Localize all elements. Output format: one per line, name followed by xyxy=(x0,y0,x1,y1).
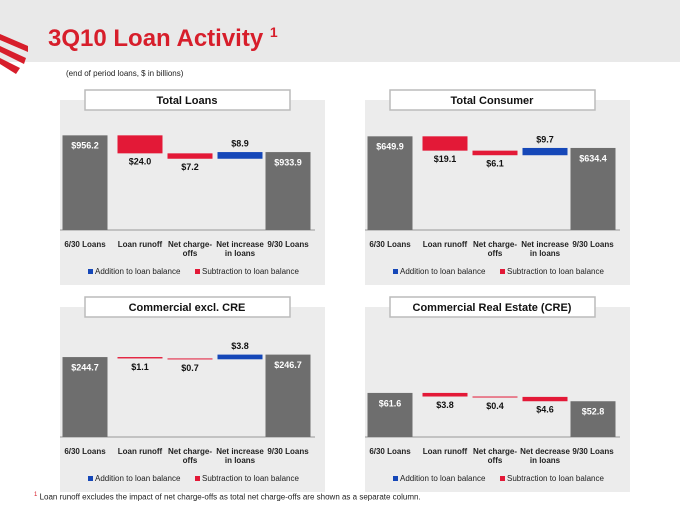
x-tick-label: 6/30 Loans xyxy=(64,447,106,456)
legend-label: Subtraction to loan balance xyxy=(202,474,300,483)
value-label: $3.8 xyxy=(436,400,454,410)
legend-swatch xyxy=(195,476,200,481)
value-label: $3.8 xyxy=(231,341,249,351)
total-bar xyxy=(265,152,311,230)
x-tick-label: Net charge-offs xyxy=(167,447,212,465)
addition-bar xyxy=(522,147,568,156)
x-tick-label: Net charge-offs xyxy=(472,447,517,465)
legend-swatch xyxy=(393,269,398,274)
subtraction-bar xyxy=(117,357,163,359)
legend-label: Addition to loan balance xyxy=(95,267,181,276)
x-tick-label: 9/30 Loans xyxy=(267,447,309,456)
x-tick-label: 6/30 Loans xyxy=(64,240,106,249)
panel-title: Total Consumer xyxy=(451,95,535,107)
panel-title-box xyxy=(84,296,291,318)
x-tick-label: 6/30 Loans xyxy=(369,447,411,456)
subtraction-bar xyxy=(522,396,568,402)
legend-swatch xyxy=(88,476,93,481)
logo-stripe xyxy=(0,34,28,52)
value-label: $9.7 xyxy=(536,134,554,144)
value-label: $24.0 xyxy=(129,157,152,167)
value-label: $52.8 xyxy=(582,407,605,417)
value-label: $6.1 xyxy=(486,159,504,169)
total-bar xyxy=(62,357,108,437)
panel-title-box xyxy=(389,296,596,318)
footnote-mark: 1 xyxy=(34,492,38,498)
panel-title: Commercial excl. CRE xyxy=(129,302,246,314)
subtraction-bar xyxy=(422,392,468,397)
legend-label: Subtraction to loan balance xyxy=(507,267,605,276)
total-bar xyxy=(265,354,311,437)
x-tick-label: 6/30 Loans xyxy=(369,240,411,249)
subtitle: (end of period loans, $ in billions) xyxy=(66,69,184,78)
value-label: $19.1 xyxy=(434,154,457,164)
legend-label: Addition to loan balance xyxy=(95,474,181,483)
value-label: $649.9 xyxy=(376,142,404,152)
subtraction-bar xyxy=(167,153,213,159)
legend-swatch xyxy=(500,476,505,481)
panel-title: Total Loans xyxy=(157,95,218,107)
value-label: $933.9 xyxy=(274,157,302,167)
x-tick-label: Net increase in loans xyxy=(521,240,569,258)
x-tick-label: Net decrease in loans xyxy=(520,447,570,465)
footnote-text: Loan runoff excludes the impact of net c… xyxy=(39,492,421,502)
footnote: 1 Loan runoff excludes the impact of net… xyxy=(34,492,421,502)
total-bar xyxy=(570,401,616,437)
legend-swatch xyxy=(195,269,200,274)
x-tick-label: Net charge-offs xyxy=(472,240,517,258)
value-label: $61.6 xyxy=(379,398,402,408)
total-bar xyxy=(570,147,616,230)
legend-swatch xyxy=(88,269,93,274)
total-bar xyxy=(367,136,413,230)
legend-label: Addition to loan balance xyxy=(400,267,486,276)
value-label: $1.1 xyxy=(131,362,149,372)
total-bar xyxy=(367,392,413,437)
addition-bar xyxy=(217,354,263,360)
panel-title: Commercial Real Estate (CRE) xyxy=(413,302,572,314)
value-label: $0.7 xyxy=(181,363,199,373)
legend-swatch xyxy=(393,476,398,481)
legend-swatch xyxy=(500,269,505,274)
x-tick-label: Net charge-offs xyxy=(167,240,212,258)
value-label: $246.7 xyxy=(274,360,302,370)
x-tick-label: 9/30 Loans xyxy=(572,240,614,249)
title-text: 3Q10 Loan Activity xyxy=(48,25,264,52)
logo-stripe xyxy=(0,46,26,64)
x-tick-label: 9/30 Loans xyxy=(267,240,309,249)
subtraction-bar xyxy=(472,396,518,398)
x-tick-label: Loan runoff xyxy=(422,447,468,456)
x-tick-label: 9/30 Loans xyxy=(572,447,614,456)
total-bar xyxy=(62,135,108,230)
x-tick-label: Net increase in loans xyxy=(216,447,264,465)
page-title: 3Q10 Loan Activity 1 xyxy=(48,24,278,53)
value-label: $956.2 xyxy=(71,141,99,151)
panel-title-box xyxy=(389,89,596,111)
x-tick-label: Net increase in loans xyxy=(216,240,264,258)
legend-label: Addition to loan balance xyxy=(400,474,486,483)
legend-label: Subtraction to loan balance xyxy=(202,267,300,276)
subtraction-bar xyxy=(167,358,213,360)
x-tick-label: Loan runoff xyxy=(117,447,163,456)
value-label: $244.7 xyxy=(71,362,99,372)
addition-bar xyxy=(217,152,263,159)
value-label: $7.2 xyxy=(181,162,199,172)
logo-stripe xyxy=(0,58,20,74)
x-tick-label: Loan runoff xyxy=(117,240,163,249)
value-label: $0.4 xyxy=(486,401,504,411)
subtraction-bar xyxy=(117,135,163,154)
value-label: $8.9 xyxy=(231,138,249,148)
header-band xyxy=(0,0,680,62)
value-label: $634.4 xyxy=(579,153,607,163)
panel-title-box xyxy=(84,89,291,111)
title-note: 1 xyxy=(269,24,278,40)
value-label: $4.6 xyxy=(536,405,554,415)
subtraction-bar xyxy=(422,136,468,151)
x-tick-label: Loan runoff xyxy=(422,240,468,249)
legend-label: Subtraction to loan balance xyxy=(507,474,605,483)
subtraction-bar xyxy=(472,150,518,156)
